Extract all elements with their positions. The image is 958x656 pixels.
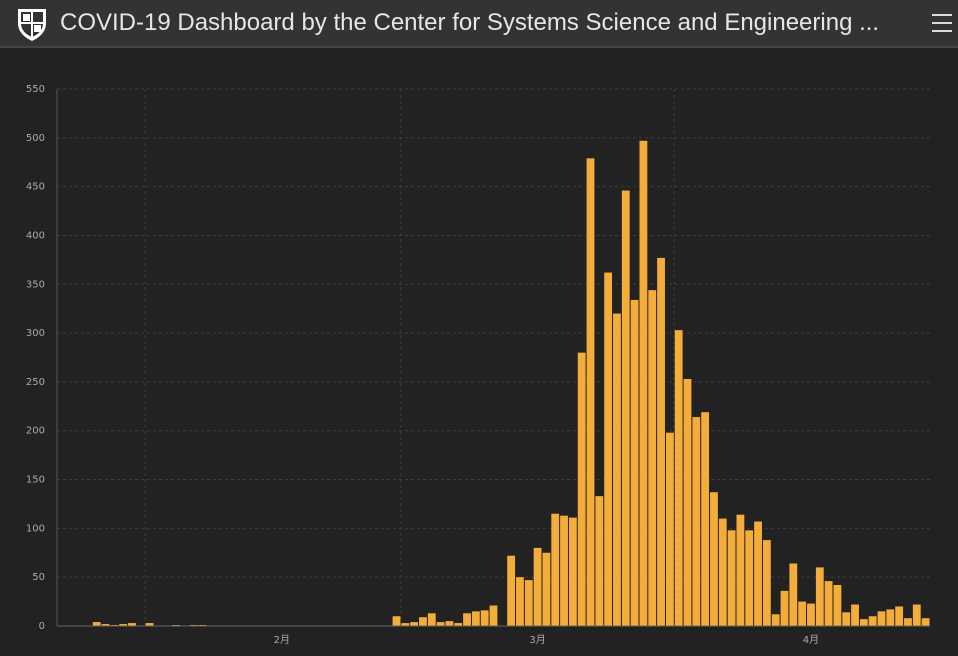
bar [780,590,789,626]
bar [921,618,930,626]
bar [516,577,524,626]
logo [18,9,46,41]
bar [807,603,815,626]
bar [859,619,868,626]
bar [710,492,718,626]
bar [524,580,533,626]
bar [436,622,445,626]
bar [507,555,516,626]
bar [445,621,454,626]
x-tick-label: 4月 [803,634,819,646]
bar [648,290,657,626]
bar [745,530,754,626]
bar [533,547,542,626]
bar [674,330,683,626]
bar [639,140,648,626]
y-tick-label: 250 [26,377,45,388]
bar [471,611,480,626]
bar [119,624,128,626]
bar [665,432,674,626]
bar [401,623,410,626]
x-tick-label: 3月 [529,634,545,646]
bar [886,609,895,626]
bar [463,613,471,626]
y-tick-label: 550 [26,84,45,95]
bar [568,517,577,626]
bar [851,604,859,626]
y-tick-label: 100 [26,523,45,534]
y-tick-label: 500 [26,133,45,144]
bar [912,604,921,626]
bar [868,616,877,626]
bar [904,618,912,626]
bar [789,563,798,626]
bar [595,496,604,626]
y-tick-label: 450 [26,182,45,193]
x-tick-label: 2月 [274,634,290,646]
y-tick-label: 0 [39,621,45,632]
header: COVID-19 Dashboard by the Center for Sys… [0,0,958,48]
bar [895,606,904,626]
bar [392,616,401,626]
bar [630,299,639,626]
bar [842,612,851,626]
y-tick-label: 200 [26,426,45,437]
bar [427,613,436,626]
menu-button[interactable] [931,13,953,33]
bar [454,623,463,626]
bar [833,584,842,626]
bar [877,611,886,626]
bar [683,378,692,626]
y-tick-label: 300 [26,328,45,339]
bar [489,605,498,626]
bar [613,313,621,626]
bar [577,352,586,626]
bar [815,567,824,626]
bar [621,190,630,627]
bar [762,540,771,626]
y-tick-label: 400 [26,230,45,241]
bar [604,272,613,626]
chart: 0 50 100 150 200 250 300 350 400 450 500 550 2月 3月 4月 [26,84,930,646]
y-tick-label: 350 [26,279,45,290]
bar [727,530,736,626]
bar [551,513,560,626]
bar [657,257,665,626]
y-tick-label: 150 [26,475,45,486]
bar [410,622,419,626]
title: COVID-19 Dashboard by the Center for Sys… [60,9,880,36]
bar [736,514,745,626]
bar [128,623,136,626]
bar [480,610,489,626]
bar [718,518,727,626]
bar [419,617,427,626]
bar [92,622,101,626]
bar [771,614,780,626]
bar [101,624,110,626]
bar [798,601,807,626]
bar [145,623,154,626]
bar [824,581,833,626]
bar [542,552,551,626]
bar [701,412,710,626]
bar [560,515,568,626]
bar [586,158,595,626]
bar [754,521,762,626]
y-tick-label: 50 [32,572,45,583]
bar [692,417,701,626]
